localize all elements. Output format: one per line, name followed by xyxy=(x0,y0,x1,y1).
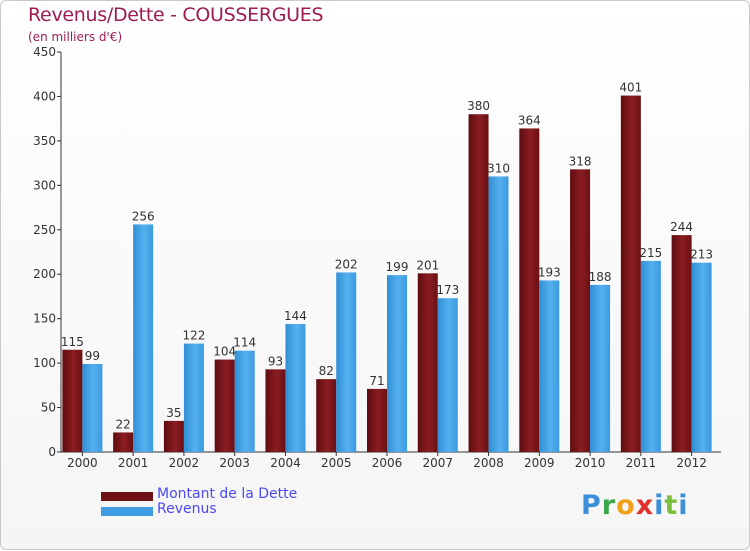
x-tick-label: 2008 xyxy=(473,456,504,470)
data-label-debt: 201 xyxy=(416,258,439,272)
data-label-debt: 318 xyxy=(569,154,592,168)
data-label-revenue: 202 xyxy=(335,257,358,271)
x-tick-label: 2001 xyxy=(118,456,149,470)
x-tick-label: 2009 xyxy=(524,456,555,470)
bar-revenue xyxy=(691,262,712,452)
data-label-revenue: 193 xyxy=(538,265,561,279)
x-tick-label: 2004 xyxy=(270,456,301,470)
legend-swatch-revenue xyxy=(101,507,153,516)
y-tick-label: 50 xyxy=(41,401,56,415)
x-tick-label: 2002 xyxy=(169,456,200,470)
y-tick-label: 300 xyxy=(33,178,56,192)
data-label-debt: 82 xyxy=(319,364,334,378)
bar-debt xyxy=(417,273,438,452)
x-tick-label: 2007 xyxy=(422,456,453,470)
legend-label-debt: Montant de la Dette xyxy=(157,486,298,502)
bar-debt xyxy=(214,359,235,452)
x-tick-label: 2012 xyxy=(676,456,707,470)
proxiti-logo: Proxiti xyxy=(581,490,689,521)
chart-subtitle: (en milliers d'€) xyxy=(28,30,123,44)
x-tick-label: 2010 xyxy=(575,456,606,470)
bar-debt xyxy=(620,95,641,453)
bar-revenue xyxy=(590,284,611,452)
data-label-revenue: 99 xyxy=(85,349,100,363)
data-label-debt: 22 xyxy=(116,417,131,431)
bar-debt xyxy=(367,388,387,452)
y-tick-label: 100 xyxy=(33,356,56,370)
data-label-debt: 401 xyxy=(619,81,642,95)
data-label-revenue: 199 xyxy=(386,260,409,274)
data-label-revenue: 310 xyxy=(487,161,510,175)
bar-revenue xyxy=(539,280,560,452)
x-tick-label: 2003 xyxy=(219,456,250,470)
bar-debt xyxy=(113,432,134,452)
y-tick-label: 150 xyxy=(33,312,56,326)
bar-debt xyxy=(519,128,540,452)
bar-debt xyxy=(163,420,184,452)
bar-debt xyxy=(316,379,337,452)
data-label-debt: 93 xyxy=(268,354,283,368)
y-tick-label: 250 xyxy=(33,223,56,237)
y-tick-label: 350 xyxy=(33,134,56,148)
data-label-debt: 380 xyxy=(467,99,490,113)
data-label-revenue: 144 xyxy=(284,309,307,323)
data-label-revenue: 215 xyxy=(639,246,662,260)
data-label-debt: 71 xyxy=(369,374,384,388)
y-tick-label: 0 xyxy=(48,445,56,459)
bar-revenue xyxy=(285,324,306,452)
bar-debt xyxy=(671,235,692,452)
bar-revenue xyxy=(387,275,407,452)
data-label-revenue: 173 xyxy=(436,283,459,297)
bar-revenue xyxy=(133,224,154,452)
y-tick-label: 450 xyxy=(33,45,56,59)
bar-revenue xyxy=(488,176,509,452)
x-tick-label: 2000 xyxy=(67,456,98,470)
legend-label-revenue: Revenus xyxy=(157,501,217,517)
data-label-debt: 35 xyxy=(166,406,181,420)
bars xyxy=(62,95,712,453)
data-label-debt: 364 xyxy=(518,113,541,127)
bar-revenue xyxy=(336,272,357,452)
data-label-revenue: 256 xyxy=(132,209,155,223)
data-label-debt: 115 xyxy=(61,335,84,349)
x-tick-label: 2005 xyxy=(321,456,352,470)
data-label-debt: 244 xyxy=(670,220,693,234)
y-tick-label: 200 xyxy=(33,267,56,281)
bar-revenue xyxy=(183,343,204,452)
bar-revenue xyxy=(82,364,103,452)
axes: 0 50 100 150 200 250 300 350 400 450 2000 2001 2002 2… xyxy=(33,45,721,470)
y-tick-label: 400 xyxy=(33,89,56,103)
data-label-debt: 104 xyxy=(213,345,236,359)
bar-debt xyxy=(468,114,489,452)
data-label-revenue: 114 xyxy=(233,336,256,350)
bar-revenue xyxy=(437,298,458,452)
chart-title: Revenus/Dette - COUSSERGUES xyxy=(28,4,324,26)
bar-debt xyxy=(570,169,591,453)
data-label-revenue: 122 xyxy=(182,329,205,343)
legend-swatch-debt xyxy=(101,492,153,501)
bar-revenue xyxy=(640,260,661,452)
x-tick-label: 2011 xyxy=(626,456,657,470)
data-label-revenue: 213 xyxy=(690,248,713,262)
bar-debt xyxy=(265,369,286,452)
x-tick-label: 2006 xyxy=(372,456,403,470)
data-label-revenue: 188 xyxy=(589,270,612,284)
bar-debt xyxy=(62,349,83,452)
bar-revenue xyxy=(234,350,255,452)
